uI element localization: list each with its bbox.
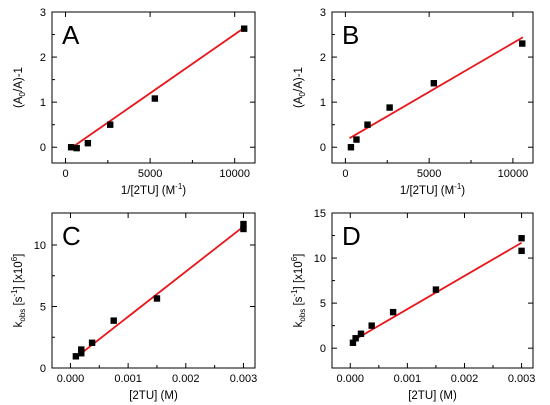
- fit-line: [69, 26, 246, 150]
- x-tick-label: 0.003: [230, 373, 258, 385]
- data-point: [518, 247, 525, 255]
- data-point: [352, 335, 359, 342]
- y-axis-label: (A0/A)-1: [13, 67, 27, 108]
- data-point: [386, 104, 393, 111]
- y-axis-label: (A0/A)-1: [293, 67, 307, 108]
- x-tick-label: 0.002: [451, 373, 479, 385]
- data-point: [72, 353, 80, 360]
- y-axis-label: kobs [s-1] [x106]: [10, 254, 27, 328]
- x-axis-label: 1/[2TU] (M-1): [121, 182, 186, 197]
- data-point: [364, 121, 371, 128]
- panel-label: C: [62, 221, 81, 251]
- x-axis-label: [2TU] (M): [408, 390, 457, 402]
- x-axis-label: [2TU] (M): [129, 390, 178, 402]
- data-point: [347, 144, 355, 151]
- data-point: [357, 330, 365, 337]
- data-point: [151, 95, 159, 102]
- x-tick-label: 0.003: [508, 373, 536, 385]
- y-tick-label: 1: [40, 97, 46, 109]
- x-axis-label: 1/[2TU] (M-1): [400, 182, 465, 197]
- data-point: [78, 350, 85, 357]
- data-point: [349, 339, 357, 346]
- data-point: [88, 339, 96, 346]
- plot-frame: [51, 11, 256, 164]
- data-point: [432, 286, 440, 293]
- y-tick-label: 0: [40, 363, 46, 375]
- panel-label: B: [342, 20, 359, 50]
- panel-label: A: [62, 20, 80, 50]
- y-tick-label: 1: [320, 97, 326, 109]
- x-tick-label: 10000: [219, 168, 250, 180]
- x-tick-label: 0.001: [394, 373, 422, 385]
- data-point: [518, 235, 525, 242]
- fit-line: [349, 36, 524, 139]
- plot-frame: [331, 212, 534, 369]
- x-tick-label: 0.001: [114, 373, 142, 385]
- data-point: [84, 139, 92, 147]
- plot-frame: [51, 212, 256, 369]
- data-point: [73, 144, 80, 152]
- y-tick-label: 10: [314, 253, 326, 265]
- data-point: [110, 317, 117, 324]
- panel-a: 0 5000 10000 0 1 2 3 A 1/[2TU] (M-1) (A0/A)-1: [13, 7, 256, 197]
- y-tick-label: 0: [320, 142, 326, 154]
- x-tick-label: 5000: [417, 168, 441, 180]
- y-tick-label: 10: [34, 240, 46, 252]
- data-point: [353, 136, 360, 143]
- x-tick-label: 0.000: [57, 373, 85, 385]
- x-tick-label: 0.000: [337, 373, 365, 385]
- data-point: [368, 322, 375, 329]
- data-point: [430, 80, 438, 87]
- data-point: [389, 308, 397, 316]
- data-point: [67, 144, 75, 151]
- y-axis-label: kobs [s-1] [x106]: [290, 254, 307, 328]
- data-point: [78, 346, 85, 353]
- y-tick-label: 2: [40, 52, 46, 64]
- x-tick-label: 0.002: [172, 373, 200, 385]
- x-tick-label: 0: [342, 168, 348, 180]
- fit-line: [74, 225, 245, 359]
- x-tick-label: 0: [62, 168, 68, 180]
- data-point: [153, 295, 161, 302]
- data-point: [240, 225, 247, 233]
- y-tick-label: 5: [40, 301, 46, 313]
- y-tick-label: 15: [314, 208, 326, 220]
- data-point: [106, 121, 114, 128]
- y-tick-label: 2: [320, 52, 326, 64]
- plot-frame: [331, 11, 534, 164]
- x-tick-label: 10000: [498, 168, 529, 180]
- panel-c: 0.000 0.001 0.002 0.003 0 5 10 C [2TU] (M) kobs […: [10, 212, 258, 402]
- data-point: [519, 40, 526, 47]
- x-tick-label: 5000: [138, 168, 162, 180]
- panel-b: 0 5000 10000 0 1 2 3 B 1/[2TU] (M-1) (A0/A)-1: [293, 7, 534, 197]
- y-tick-label: 3: [320, 7, 326, 19]
- y-tick-label: 0: [320, 343, 326, 355]
- data-point: [240, 220, 247, 228]
- y-tick-label: 3: [40, 7, 46, 19]
- y-tick-label: 5: [320, 298, 326, 310]
- panel-label: D: [342, 221, 361, 251]
- y-tick-label: 0: [40, 142, 46, 154]
- panel-d: 0.000 0.001 0.002 0.003 0 5 10 15 D [2TU] (M) kobs…: [290, 208, 535, 402]
- data-point: [240, 25, 248, 32]
